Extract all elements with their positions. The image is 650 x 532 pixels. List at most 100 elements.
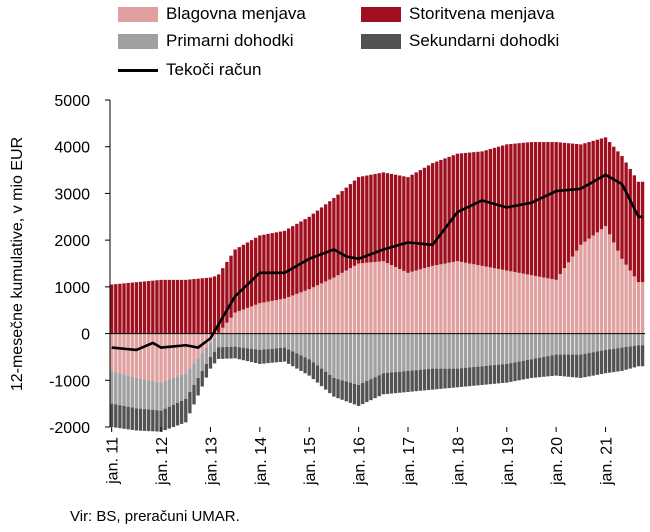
bar-sekundarni-dohodki xyxy=(463,367,468,387)
bar-blagovna-menjava xyxy=(389,265,394,334)
bar-primarni-dohodki xyxy=(570,333,575,355)
bar-primarni-dohodki xyxy=(233,333,237,347)
bar-sekundarni-dohodki xyxy=(254,349,258,364)
bar-sekundarni-dohodki xyxy=(587,353,591,377)
bar-storitvena-menjava xyxy=(151,280,155,334)
bar-blagovna-menjava xyxy=(278,299,283,334)
bar-blagovna-menjava xyxy=(348,268,353,334)
bar-storitvena-menjava xyxy=(575,143,579,251)
bar-sekundarni-dohodki xyxy=(546,356,550,377)
bar-sekundarni-dohodki xyxy=(208,356,213,369)
bar-sekundarni-dohodki xyxy=(480,366,484,385)
bar-sekundarni-dohodki xyxy=(620,347,624,371)
bar-blagovna-menjava xyxy=(542,277,546,334)
bar-blagovna-menjava xyxy=(583,241,587,334)
bar-sekundarni-dohodki xyxy=(533,358,538,378)
bar-storitvena-menjava xyxy=(443,158,447,264)
bar-sekundarni-dohodki xyxy=(291,351,295,367)
legend-swatch-blagovna-menjava xyxy=(118,6,158,22)
bar-storitvena-menjava xyxy=(393,174,398,267)
bar-storitvena-menjava xyxy=(373,173,377,262)
bar-sekundarni-dohodki xyxy=(402,371,406,393)
bar-storitvena-menjava xyxy=(377,173,381,262)
bar-primarni-dohodki xyxy=(348,333,353,383)
bar-primarni-dohodki xyxy=(377,333,381,376)
bar-blagovna-menjava xyxy=(505,270,509,334)
bar-storitvena-menjava xyxy=(599,138,604,230)
bar-blagovna-menjava xyxy=(616,250,620,334)
bar-blagovna-menjava xyxy=(455,261,460,334)
bar-sekundarni-dohodki xyxy=(324,371,328,390)
bar-sekundarni-dohodki xyxy=(426,369,431,391)
bar-storitvena-menjava xyxy=(307,216,311,290)
bar-storitvena-menjava xyxy=(291,226,295,296)
bar-primarni-dohodki xyxy=(410,333,414,371)
bar-sekundarni-dohodki xyxy=(249,348,254,363)
bar-blagovna-menjava xyxy=(480,265,484,334)
bar-primarni-dohodki xyxy=(455,333,460,369)
bar-primarni-dohodki xyxy=(286,333,291,350)
bar-sekundarni-dohodki xyxy=(472,367,476,386)
bar-sekundarni-dohodki xyxy=(468,367,472,387)
bar-storitvena-menjava xyxy=(451,155,455,262)
bar-sekundarni-dohodki xyxy=(451,368,455,388)
bar-sekundarni-dohodki xyxy=(624,347,628,370)
bar-storitvena-menjava xyxy=(171,279,176,334)
bar-primarni-dohodki xyxy=(492,333,497,366)
bar-primarni-dohodki xyxy=(554,333,558,355)
bar-primarni-dohodki xyxy=(167,379,171,407)
bar-primarni-dohodki xyxy=(538,333,542,358)
bar-sekundarni-dohodki xyxy=(603,349,608,374)
bar-blagovna-menjava xyxy=(554,279,558,334)
bar-blagovna-menjava xyxy=(151,333,155,382)
bar-sekundarni-dohodki xyxy=(389,372,394,394)
bar-sekundarni-dohodki xyxy=(381,373,385,395)
bar-sekundarni-dohodki xyxy=(340,380,344,400)
bar-blagovna-menjava xyxy=(303,290,307,334)
bar-primarni-dohodki xyxy=(266,333,270,350)
bar-blagovna-menjava xyxy=(324,281,328,334)
bar-storitvena-menjava xyxy=(303,219,307,291)
bar-storitvena-menjava xyxy=(142,281,147,334)
bar-blagovna-menjava xyxy=(192,333,196,364)
bar-blagovna-menjava xyxy=(459,261,464,334)
bar-storitvena-menjava xyxy=(147,281,151,334)
bar-primarni-dohodki xyxy=(299,333,303,356)
bar-primarni-dohodki xyxy=(278,333,283,348)
bar-sekundarni-dohodki xyxy=(513,362,517,382)
bar-sekundarni-dohodki xyxy=(525,360,530,379)
bar-blagovna-menjava xyxy=(538,276,542,334)
bar-blagovna-menjava xyxy=(624,264,628,334)
bar-storitvena-menjava xyxy=(122,283,126,334)
bar-blagovna-menjava xyxy=(147,333,151,381)
bar-primarni-dohodki xyxy=(159,382,163,411)
bar-storitvena-menjava xyxy=(435,161,439,266)
bar-primarni-dohodki xyxy=(566,333,571,355)
bar-blagovna-menjava xyxy=(344,270,348,334)
bar-sekundarni-dohodki xyxy=(607,349,612,373)
bar-sekundarni-dohodki xyxy=(229,346,233,359)
bar-primarni-dohodki xyxy=(575,333,579,355)
bar-blagovna-menjava xyxy=(447,262,451,334)
bar-primarni-dohodki xyxy=(640,333,645,346)
bar-sekundarni-dohodki xyxy=(484,365,488,385)
bar-blagovna-menjava xyxy=(443,263,447,334)
bar-primarni-dohodki xyxy=(529,333,534,360)
bar-primarni-dohodki xyxy=(439,333,443,369)
bar-sekundarni-dohodki xyxy=(241,347,246,361)
bar-primarni-dohodki xyxy=(468,333,472,368)
bar-primarni-dohodki xyxy=(406,333,410,371)
bar-blagovna-menjava xyxy=(426,267,431,334)
bar-storitvena-menjava xyxy=(138,281,143,334)
bar-layer xyxy=(110,137,645,432)
bar-primarni-dohodki xyxy=(204,347,209,364)
bar-blagovna-menjava xyxy=(365,262,369,334)
bar-sekundarni-dohodki xyxy=(233,346,237,359)
bar-sekundarni-dohodki xyxy=(217,347,221,359)
x-tick-label: jan. 15 xyxy=(302,437,319,486)
bar-storitvena-menjava xyxy=(311,213,316,288)
bar-sekundarni-dohodki xyxy=(126,406,130,430)
bar-storitvena-menjava xyxy=(258,235,262,304)
bar-sekundarni-dohodki xyxy=(134,408,139,431)
bar-sekundarni-dohodki xyxy=(377,375,381,397)
